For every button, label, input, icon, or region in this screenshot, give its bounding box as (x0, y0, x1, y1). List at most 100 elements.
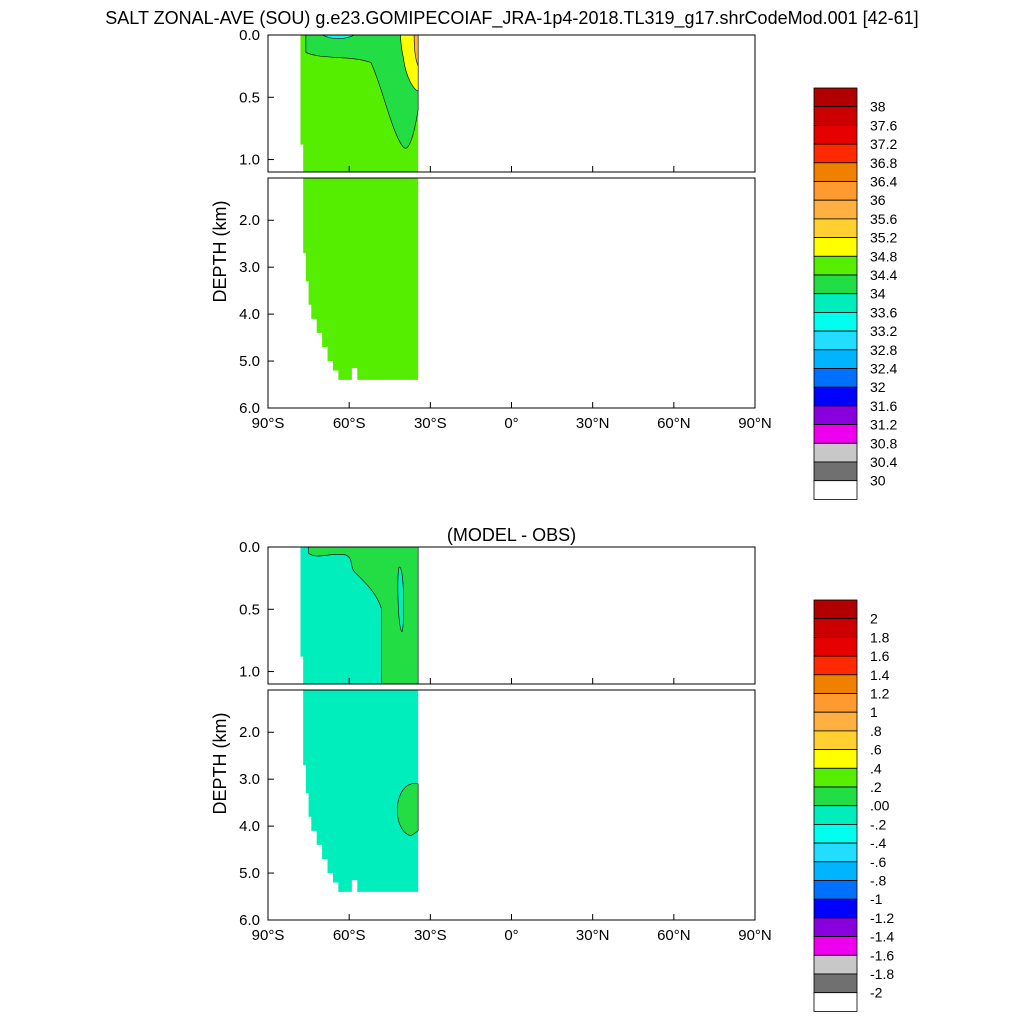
colorbar-label: 1.6 (870, 648, 890, 664)
colorbar-label: 37.6 (870, 117, 897, 133)
colorbar-label: -.8 (870, 873, 887, 889)
colorbar-label: .6 (870, 742, 882, 758)
colorbar-swatch (813, 368, 858, 388)
figure-title: SALT ZONAL-AVE (SOU) g.e23.GOMIPECOIAF_J… (105, 8, 919, 28)
colorbar-label: -1.2 (870, 910, 894, 926)
y-tick-label: 0.0 (239, 539, 260, 556)
upper-section-field (300, 35, 419, 172)
colorbar-label: -1.8 (870, 966, 894, 982)
colorbar-label: 30.4 (870, 454, 897, 470)
colorbar-swatch (813, 954, 858, 975)
field-fill-deep (303, 690, 419, 892)
y-tick-label: 6.0 (239, 912, 260, 929)
colorbar-swatch (813, 274, 858, 295)
colorbar-swatch (813, 386, 858, 407)
field-fill-salty-core (413, 35, 419, 67)
y-tick-label: 4.0 (239, 818, 260, 835)
colorbar-label: 1.4 (870, 667, 890, 683)
colorbar-label: 35.2 (870, 230, 897, 246)
colorbar-swatch (813, 199, 858, 220)
colorbar-swatch (813, 749, 858, 769)
y-tick-label: 1.0 (239, 664, 260, 681)
colorbar-swatch (813, 655, 858, 676)
lower-section-field (303, 178, 419, 380)
x-tick-label: 30°N (576, 415, 610, 432)
colorbar-swatch (813, 805, 858, 825)
colorbar-swatch (813, 599, 858, 620)
colorbar-swatch (813, 293, 858, 313)
x-tick-label: 0° (504, 927, 518, 944)
upper-section-field (300, 547, 419, 684)
x-tick-label: 60°N (657, 927, 691, 944)
colorbar-swatch (813, 880, 858, 900)
colorbar-swatch (813, 162, 858, 182)
colorbar-label: 37.2 (870, 136, 897, 152)
y-tick-label: 5.0 (239, 865, 260, 882)
colorbar-swatch (813, 405, 858, 425)
colorbar-swatch (813, 693, 858, 713)
colorbar-swatch (813, 973, 858, 994)
colorbar-label: .8 (870, 723, 882, 739)
colorbar-swatch (813, 255, 858, 276)
colorbar-swatch (813, 730, 858, 751)
colorbar-label: 1 (870, 704, 878, 720)
field-fill-deep (303, 178, 419, 380)
colorbar-label: .4 (870, 760, 882, 776)
colorbar-label: -.2 (870, 816, 887, 832)
field-fill-salty (400, 35, 419, 92)
colorbar-swatch (813, 480, 858, 500)
colorbar-swatch (813, 424, 858, 444)
colorbar-label: -1 (870, 891, 883, 907)
colorbar-swatch (813, 442, 858, 463)
colorbar-swatch (813, 349, 858, 369)
colorbar-label: 32.4 (870, 361, 897, 377)
colorbar-swatch (813, 674, 858, 694)
panel-1: 90°S 60°S 30°S 0° 30°N 60°N 90°N 0.0 0.5 1.0 2.0 3.… (210, 27, 897, 500)
colorbar-swatch (813, 618, 858, 638)
colorbar-swatch (813, 218, 858, 238)
y-tick-label: 4.0 (239, 306, 260, 323)
x-tick-label: 60°S (333, 415, 366, 432)
y-tick-label: 3.0 (239, 259, 260, 276)
colorbar-label: 38 (870, 99, 886, 115)
colorbar-label: 31.2 (870, 417, 897, 433)
colorbar-swatch (813, 861, 858, 881)
colorbar-label: 36 (870, 192, 886, 208)
colorbar-swatch (813, 143, 858, 164)
colorbar-label: 1.8 (870, 629, 890, 645)
x-tick-label: 60°S (333, 927, 366, 944)
colorbar-label: -1.6 (870, 947, 894, 963)
colorbar-label: 36.4 (870, 174, 897, 190)
field-fill-negative-blob (397, 566, 404, 633)
colorbar-label: 33.2 (870, 323, 897, 339)
y-tick-label: 0.5 (239, 89, 260, 106)
colorbar-label: .00 (870, 798, 890, 814)
y-tick-label: 5.0 (239, 353, 260, 370)
lower-section-field (303, 690, 419, 892)
colorbar-swatch (813, 461, 858, 482)
x-tick-label: 30°S (414, 927, 447, 944)
panel-2: 90°S 60°S 30°S 0° 30°N 60°N 90°N 0.0 0.5 1.0 2.0 3.… (210, 525, 894, 1012)
colorbar-swatch (813, 898, 858, 919)
colorbar-label: 30.8 (870, 435, 897, 451)
x-tick-label: 0° (504, 415, 518, 432)
x-tick-label: 30°N (576, 927, 610, 944)
y-tick-label: 2.0 (239, 724, 260, 741)
colorbar-swatch (813, 106, 858, 126)
y-tick-label: 0.0 (239, 27, 260, 44)
x-tick-label: 90°N (738, 415, 772, 432)
x-tick-label: 90°N (738, 927, 772, 944)
y-tick-label: 1.0 (239, 152, 260, 169)
y-tick-label: 6.0 (239, 400, 260, 417)
colorbar-label: 32.8 (870, 342, 897, 358)
colorbar-swatch (813, 711, 858, 732)
colorbar-label: 36.8 (870, 155, 897, 171)
colorbar-swatch (813, 125, 858, 145)
colorbar-label: 1.2 (870, 686, 890, 702)
colorbar-swatch (813, 87, 858, 108)
panel-title: (MODEL - OBS) (447, 525, 576, 545)
colorbar-label: -1.4 (870, 929, 894, 945)
colorbar-label: 32 (870, 379, 886, 395)
colorbar-label: 34 (870, 286, 886, 302)
